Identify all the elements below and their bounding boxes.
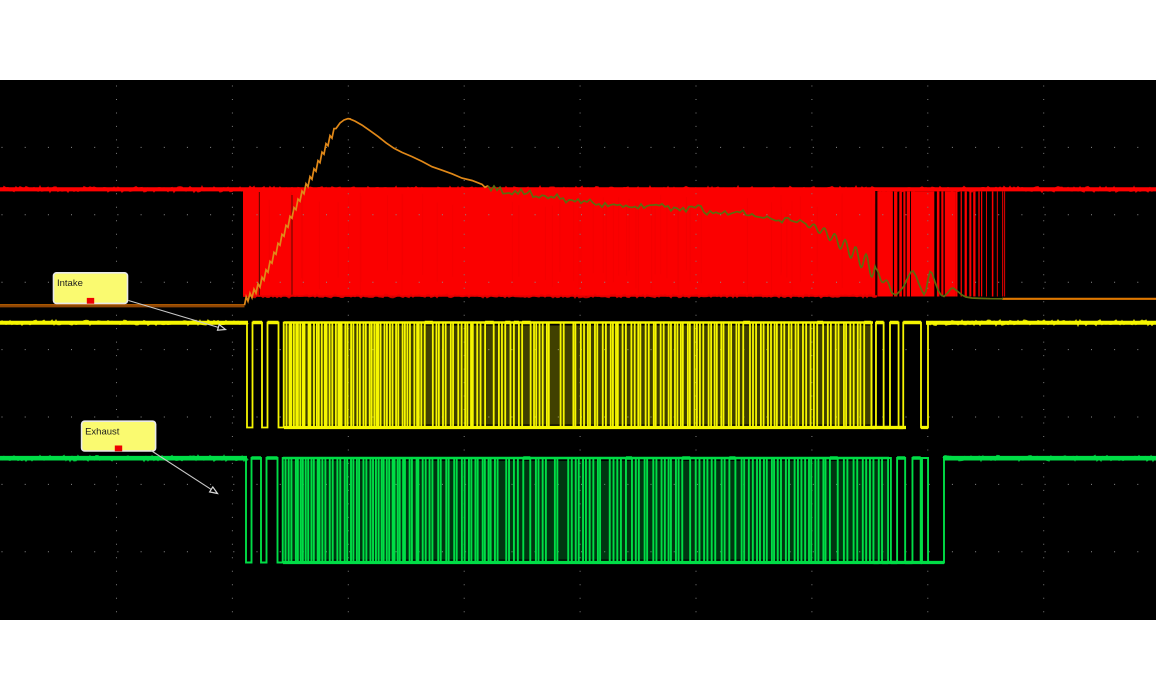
svg-text:Exhaust: Exhaust [85, 427, 120, 438]
svg-text:Intake: Intake [57, 278, 83, 289]
